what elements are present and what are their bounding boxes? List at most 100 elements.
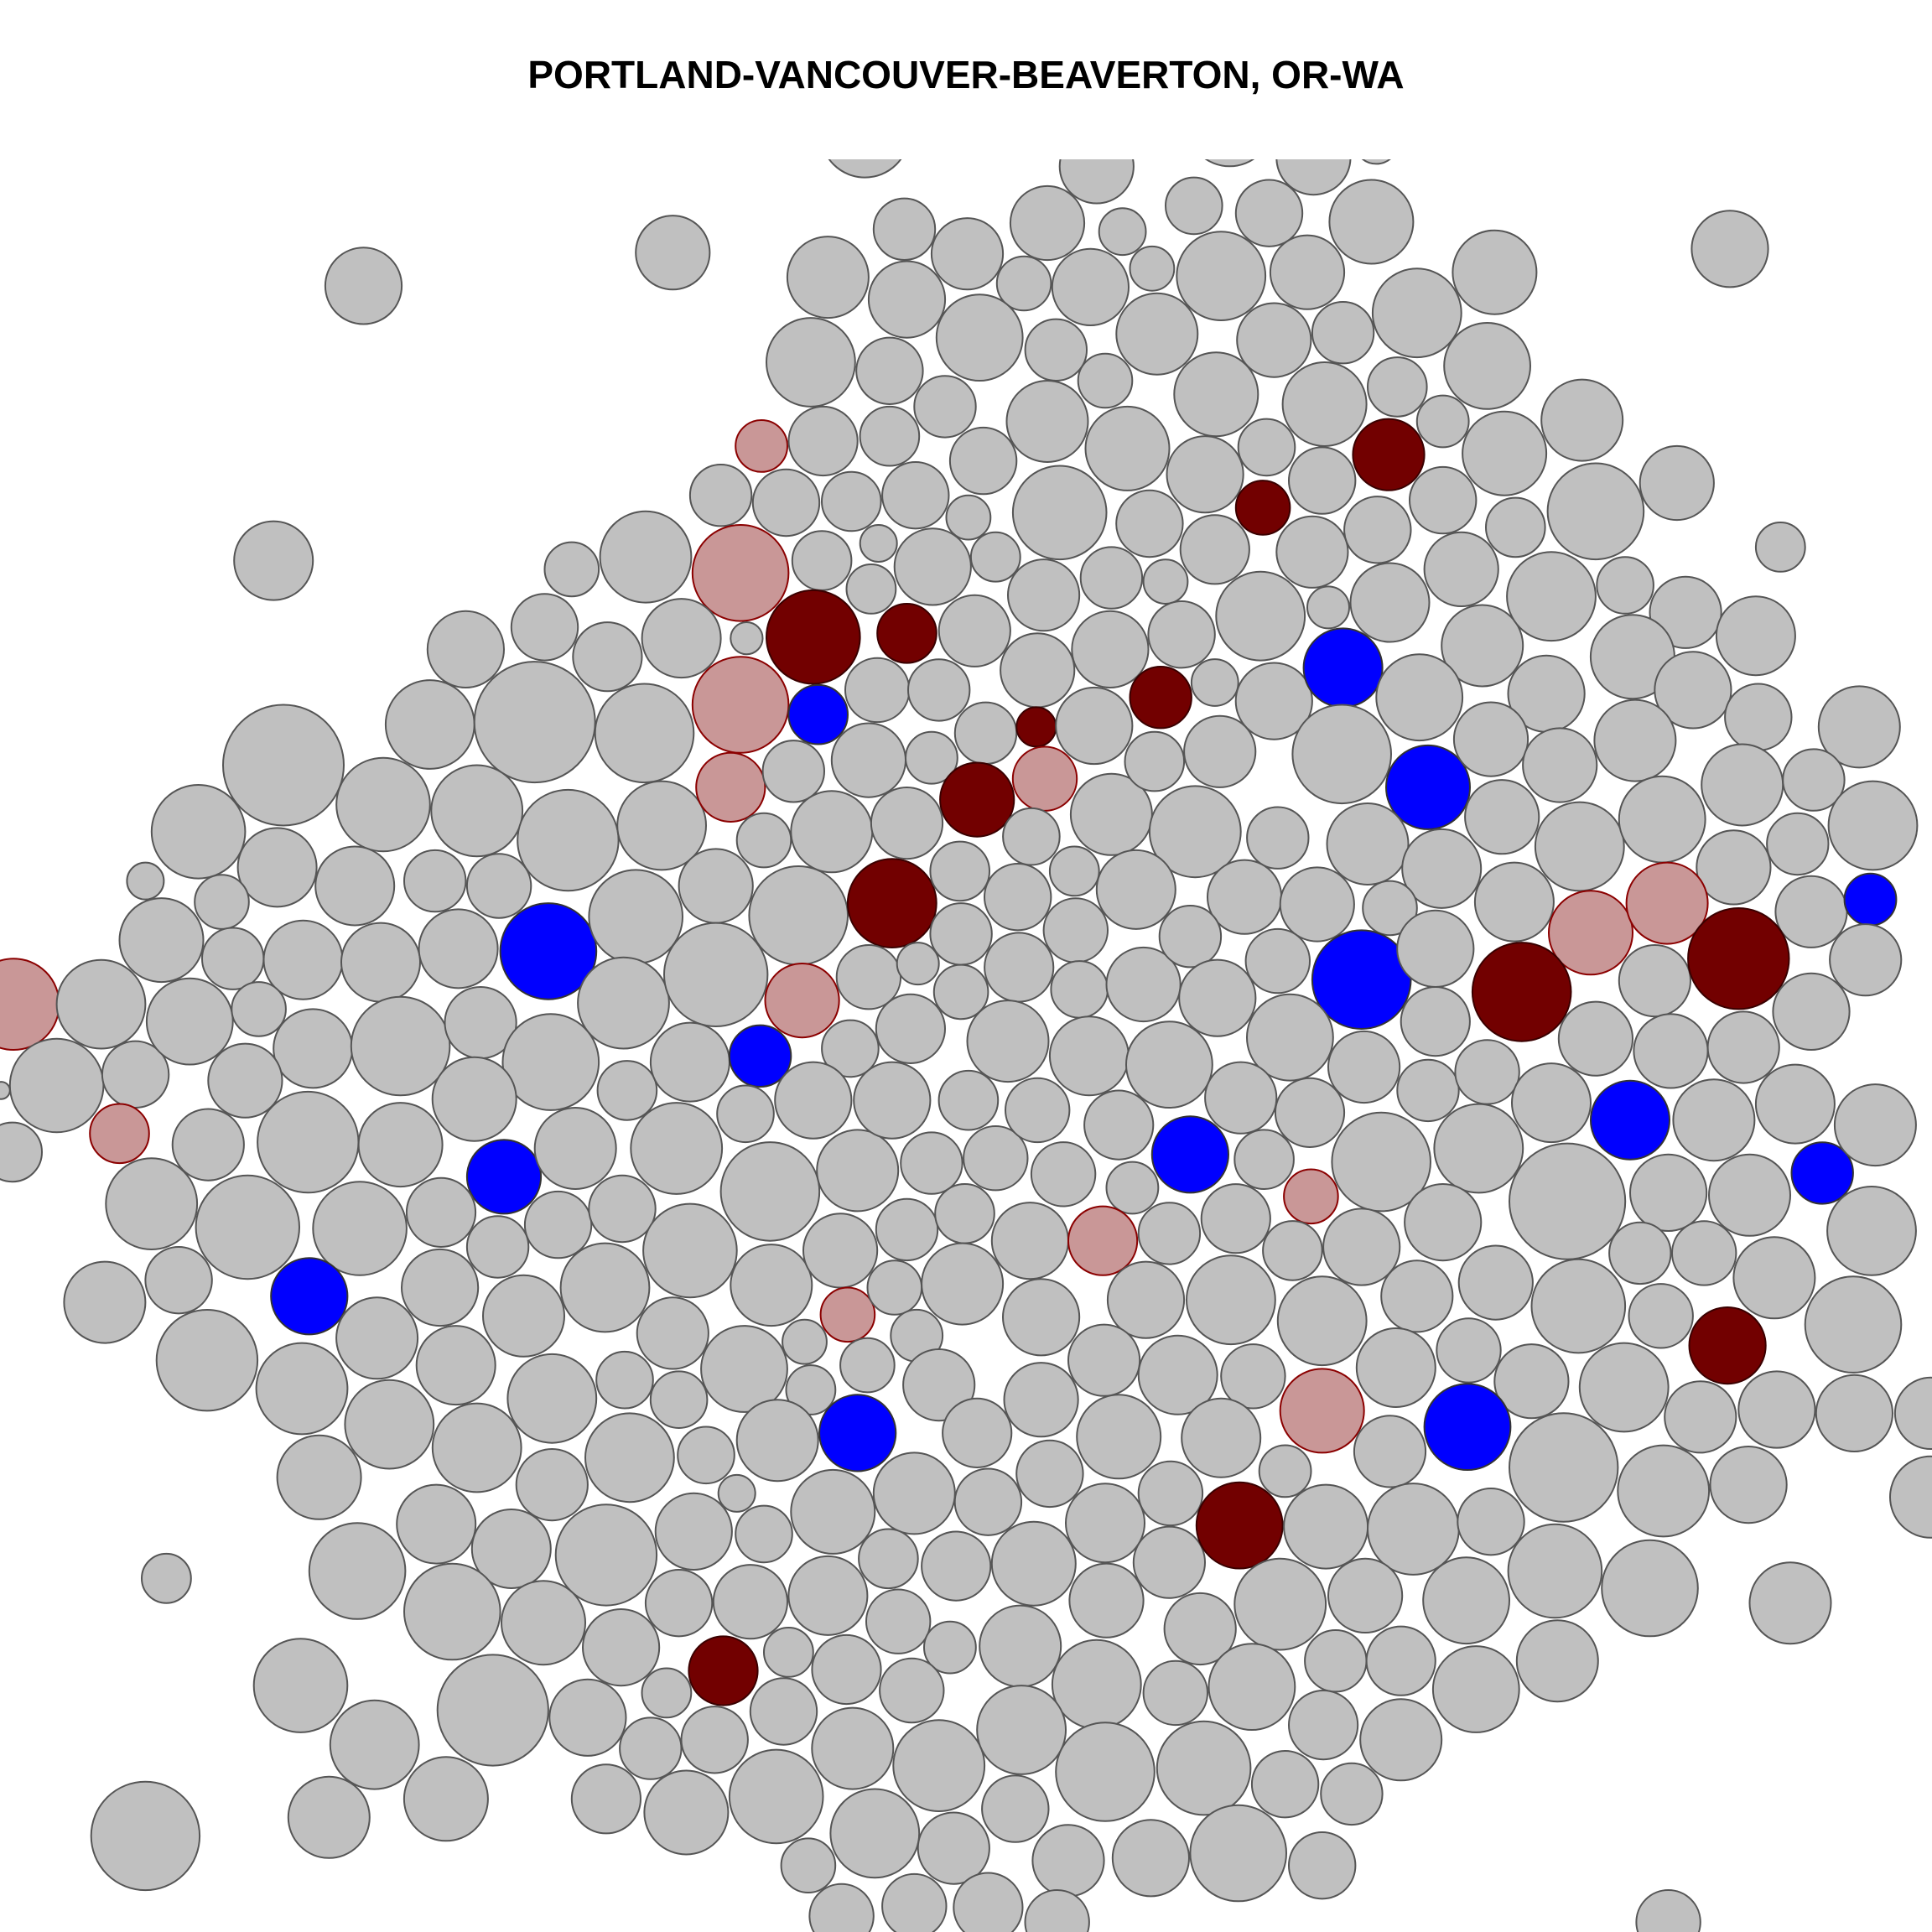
- data-point-grey: [700, 1325, 788, 1413]
- data-point-grey: [934, 1183, 995, 1244]
- data-point-grey: [981, 1774, 1050, 1843]
- data-point-grey: [1328, 179, 1415, 265]
- data-point-grey: [649, 1370, 709, 1429]
- data-point-grey: [144, 1246, 213, 1315]
- data-point-grey: [1165, 176, 1223, 236]
- data-point-grey: [1365, 1625, 1436, 1696]
- data-point-grey: [1506, 551, 1597, 642]
- data-point-grey: [470, 1509, 552, 1589]
- data-point-grey: [402, 1756, 489, 1842]
- data-point-grey: [8, 1037, 105, 1134]
- data-point-grey: [1737, 1370, 1816, 1449]
- data-point-grey: [1024, 318, 1088, 382]
- data-point-grey: [596, 1060, 658, 1121]
- data-point-grey: [584, 1412, 675, 1504]
- data-point-grey: [1005, 380, 1089, 463]
- data-point-grey: [501, 1580, 586, 1666]
- data-point-grey: [1055, 686, 1134, 766]
- data-point-grey: [786, 236, 870, 319]
- data-point-grey: [1696, 829, 1772, 906]
- data-point-grey: [1772, 972, 1851, 1052]
- data-point-pink: [1548, 890, 1633, 976]
- data-point-grey: [1436, 1317, 1502, 1384]
- data-point-grey: [1515, 1619, 1599, 1703]
- data-point-grey: [201, 927, 265, 990]
- data-point-grey: [1166, 435, 1244, 514]
- data-point-grey: [465, 853, 532, 919]
- data-point-grey: [1234, 179, 1304, 247]
- data-point-pink: [691, 656, 790, 754]
- data-point-grey: [636, 1296, 709, 1370]
- data-point-grey: [1400, 986, 1471, 1057]
- data-point-grey: [1829, 923, 1903, 997]
- data-point-grey: [1111, 1819, 1191, 1898]
- data-point-grey: [853, 1061, 932, 1140]
- data-point-grey: [1311, 301, 1375, 365]
- data-point-grey: [1452, 229, 1538, 315]
- data-point-grey: [1443, 322, 1531, 410]
- data-point-grey: [1530, 1258, 1627, 1354]
- data-point-grey: [308, 1522, 407, 1620]
- data-point-grey: [1115, 292, 1199, 376]
- data-point-grey: [231, 981, 287, 1037]
- data-point-grey: [595, 1350, 654, 1410]
- data-point-grey: [1493, 1343, 1570, 1420]
- data-point-grey: [1058, 159, 1135, 205]
- data-point-grey: [735, 1399, 819, 1483]
- data-point-grey: [716, 1084, 775, 1144]
- data-point-grey: [1237, 418, 1296, 477]
- data-point-grey: [1124, 730, 1186, 792]
- data-point-grey: [1774, 875, 1848, 948]
- data-point-grey: [1629, 1153, 1708, 1233]
- data-point-grey: [1176, 231, 1267, 322]
- data-point-grey: [1244, 927, 1311, 995]
- data-point-grey: [559, 1242, 651, 1333]
- data-point-grey: [1433, 1103, 1524, 1194]
- data-point-grey: [582, 1608, 661, 1687]
- data-point-grey: [1454, 1039, 1520, 1105]
- data-point-grey: [473, 661, 596, 784]
- data-point-grey: [1522, 727, 1598, 803]
- data-point-grey: [1367, 356, 1428, 418]
- data-point-grey: [1015, 1439, 1084, 1509]
- data-point-grey: [1754, 522, 1806, 573]
- data-point-grey: [929, 902, 993, 966]
- data-point-grey: [1084, 405, 1171, 491]
- data-point-grey: [1000, 632, 1076, 709]
- data-point-grey: [1178, 958, 1257, 1037]
- data-point-grey: [1361, 159, 1391, 165]
- data-point-grey: [969, 531, 1021, 583]
- data-point-grey: [995, 255, 1052, 312]
- data-point-grey: [937, 1069, 1000, 1131]
- data-point-grey: [1304, 1629, 1368, 1693]
- data-point-grey: [749, 1677, 818, 1746]
- data-point-grey: [942, 1397, 1013, 1469]
- data-point-grey: [829, 1788, 921, 1879]
- data-point-grey: [1649, 575, 1722, 649]
- data-point-grey: [867, 260, 947, 339]
- data-point-grey: [430, 764, 524, 858]
- data-point-grey: [314, 845, 396, 927]
- data-point-grey: [554, 1504, 658, 1607]
- data-point-grey: [1371, 267, 1462, 359]
- data-point-pink: [1067, 1205, 1139, 1276]
- data-point-grey: [663, 922, 769, 1028]
- data-point-maroon: [1195, 1481, 1284, 1570]
- data-point-grey: [735, 1504, 793, 1564]
- data-point-blue: [1790, 1141, 1854, 1205]
- data-point-grey: [329, 1699, 420, 1790]
- data-point-grey: [1326, 802, 1410, 886]
- data-point-grey: [431, 1402, 522, 1493]
- data-point-grey: [790, 790, 874, 874]
- data-point-grey: [893, 527, 972, 606]
- data-point-grey: [1618, 944, 1692, 1018]
- data-point-grey: [712, 1564, 789, 1640]
- data-point-grey: [921, 1530, 992, 1602]
- data-point-grey: [1065, 1483, 1145, 1564]
- data-point-blue: [1423, 1383, 1512, 1471]
- data-point-grey: [879, 1657, 945, 1724]
- data-point-grey: [1250, 1750, 1320, 1819]
- data-point-grey: [821, 470, 882, 532]
- data-point-grey: [937, 594, 1011, 667]
- data-point-grey: [730, 1244, 813, 1327]
